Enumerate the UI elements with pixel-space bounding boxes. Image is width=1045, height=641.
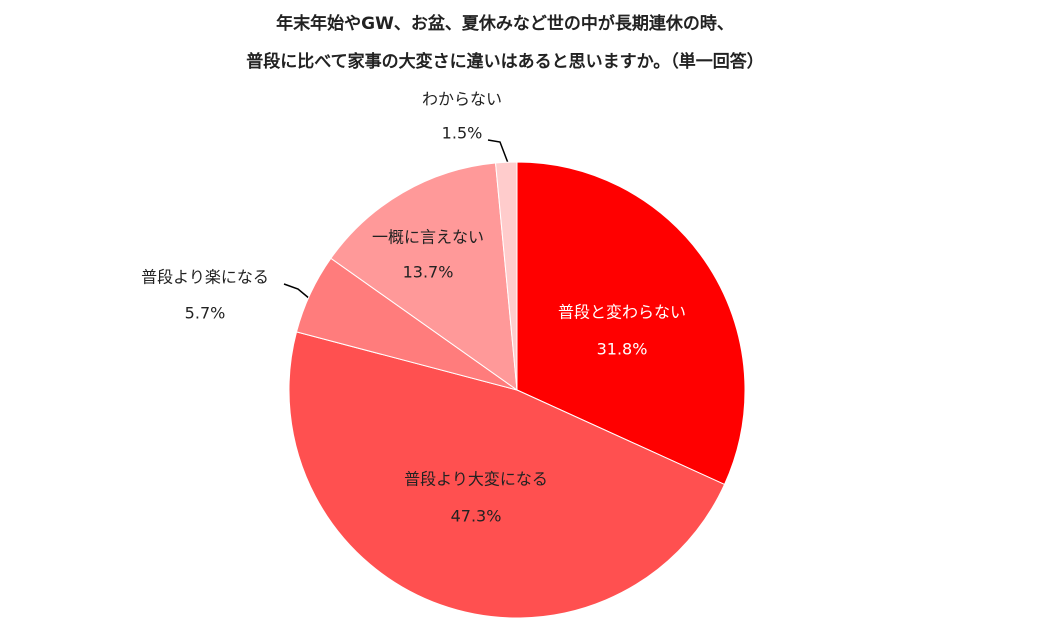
pie-slice (288, 331, 726, 619)
value-label: 31.8% (597, 340, 648, 359)
value-label: 13.7% (403, 263, 454, 282)
value-label: 5.7% (185, 304, 226, 323)
chart-title: 普段に比べて家事の大変さに違いはあると思いますか。（単一回答） (246, 51, 763, 72)
pie-slice (516, 161, 746, 486)
pie-slice (494, 161, 518, 391)
category-label: 普段と変わらない (558, 303, 686, 322)
category-label: 普段より大変になる (404, 470, 548, 489)
value-label: 47.3% (451, 507, 502, 526)
category-label: わからない (422, 90, 502, 109)
chart-title: 年末年始やGW、お盆、夏休みなど世の中が長期連休の時、 (276, 13, 734, 34)
category-label: 一概に言えない (372, 228, 484, 247)
value-label: 1.5% (442, 124, 483, 143)
category-label: 普段より楽になる (141, 268, 269, 287)
leader-line (487, 139, 509, 164)
leader-line (283, 283, 311, 300)
pie-slice (330, 162, 518, 392)
